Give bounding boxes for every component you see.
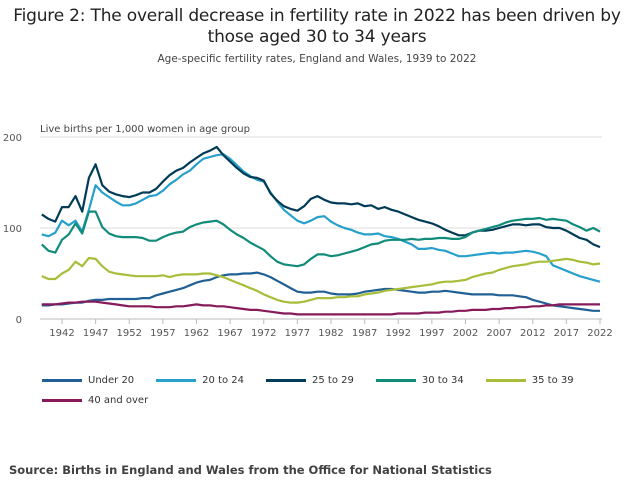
series-line-30-to-34 — [41, 210, 601, 268]
legend-swatch — [375, 378, 416, 382]
x-tick-label: 1987 — [352, 328, 377, 339]
legend-item[interactable]: 40 and over — [42, 390, 148, 410]
x-tick-label: 2007 — [486, 328, 511, 339]
legend-swatch — [266, 378, 307, 382]
legend-item[interactable]: 35 to 39 — [485, 370, 574, 390]
x-tick-label: 1982 — [318, 328, 343, 339]
x-tick-label: 1957 — [150, 328, 175, 339]
legend-item[interactable]: Under 20 — [42, 370, 134, 390]
x-tick-label: 1952 — [117, 328, 142, 339]
y-tick-label: 100 — [3, 224, 22, 235]
x-tick-label: 2002 — [453, 328, 478, 339]
legend-label: Under 20 — [88, 374, 135, 386]
series-line-under-20 — [41, 271, 600, 312]
x-tick-label: 1962 — [184, 328, 209, 339]
x-tick-label: 1972 — [251, 328, 276, 339]
legend-item[interactable]: 20 to 24 — [156, 370, 244, 390]
legend-swatch — [156, 378, 197, 382]
legend-label: 25 to 29 — [312, 374, 354, 386]
legend-swatch — [485, 378, 526, 382]
x-axis-ticks: 1942 1947 1952 1957 1962 1967 1972 1977 1982 1987… — [49, 319, 613, 339]
series-line-20-to-24 — [41, 153, 601, 283]
x-tick-label: 1997 — [419, 328, 444, 339]
series-line-40-and-over — [41, 300, 600, 316]
y-axis-label: Live births per 1,000 women in age group — [40, 124, 250, 135]
legend-label: 40 and over — [88, 394, 149, 406]
x-tick-label: 2012 — [520, 328, 545, 339]
x-tick-label: 1947 — [83, 328, 108, 339]
y-tick-label: 200 — [3, 133, 22, 144]
legend-swatch — [42, 398, 82, 402]
source-note: Source: Births in England and Wales from… — [9, 463, 492, 477]
legend-label: 35 to 39 — [531, 374, 574, 386]
legend: Under 20 20 to 24 25 to 29 30 to 34 35 to 39… — [42, 370, 602, 410]
series-line-25-to-29 — [41, 145, 601, 249]
legend-item[interactable]: 30 to 34 — [375, 370, 464, 390]
x-tick-label: 2022 — [587, 328, 612, 339]
y-axis-ticks: 0 100 200 — [3, 133, 22, 326]
chart-title: Figure 2: The overall decrease in fertil… — [13, 6, 621, 47]
legend-item[interactable]: 25 to 29 — [266, 370, 354, 390]
legend-swatch — [42, 378, 82, 382]
legend-label: 20 to 24 — [202, 374, 245, 386]
gridlines — [40, 136, 602, 320]
series-lines — [41, 145, 601, 316]
x-tick-label: 1992 — [386, 328, 411, 339]
x-tick-label: 2017 — [554, 328, 579, 339]
x-tick-label: 1942 — [49, 328, 74, 339]
y-tick-label: 0 — [16, 315, 22, 326]
line-chart: Live births per 1,000 women in age group… — [3, 124, 613, 339]
series-line-35-to-39 — [41, 256, 601, 304]
x-tick-label: 1967 — [217, 328, 242, 339]
chart-subtitle: Age-specific fertility rates, England an… — [157, 53, 477, 65]
legend-label: 30 to 34 — [421, 374, 464, 386]
x-tick-label: 1977 — [285, 328, 310, 339]
